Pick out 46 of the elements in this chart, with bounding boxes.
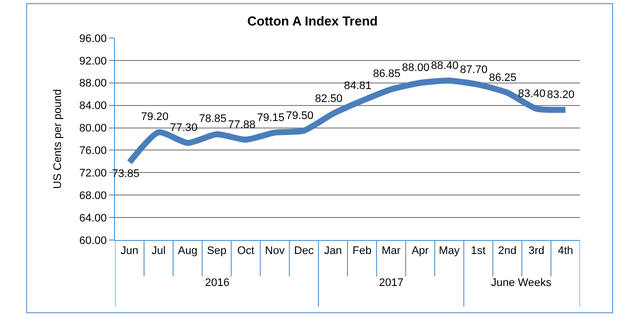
data-label: 88.40 xyxy=(431,60,459,72)
x-tick-label: Jul xyxy=(152,245,166,258)
y-axis-title: US Cents per pound xyxy=(52,89,64,189)
data-label: 83.40 xyxy=(518,88,546,100)
x-tick-label: Jun xyxy=(120,245,138,258)
y-tick-label: 72.00 xyxy=(79,168,107,180)
x-tick-label: Mar xyxy=(382,245,401,258)
data-label: 78.85 xyxy=(199,113,227,125)
data-label: 87.70 xyxy=(460,64,488,76)
x-tick-label: Jan xyxy=(324,245,342,258)
y-tick-label: 76.00 xyxy=(79,145,107,158)
x-tick-label: 2nd xyxy=(498,245,517,258)
data-label: 86.85 xyxy=(373,68,401,80)
x-tick-label: Oct xyxy=(237,245,254,258)
chart-title: Cotton A Index Trend xyxy=(247,13,378,28)
data-label: 77.88 xyxy=(228,119,256,131)
y-tick-label: 92.00 xyxy=(79,55,107,68)
data-label: 79.15 xyxy=(257,112,285,124)
x-tick-label: Nov xyxy=(265,245,286,258)
x-tick-label: 4th xyxy=(558,245,574,258)
data-label: 77.30 xyxy=(170,122,198,134)
y-tick-label: 80.00 xyxy=(79,122,107,135)
x-tick-label: 1st xyxy=(470,245,486,258)
y-tick-label: 64.00 xyxy=(79,212,107,224)
y-tick-label: 88.00 xyxy=(79,78,107,90)
data-label: 86.25 xyxy=(489,72,517,84)
text: 2016 xyxy=(205,277,230,289)
data-label: 79.50 xyxy=(286,110,314,122)
y-tick-label: 84.00 xyxy=(79,100,107,112)
x-tick-label: Sep xyxy=(206,245,227,258)
x-tick-label: Apr xyxy=(412,245,430,258)
text: June Weeks xyxy=(491,277,552,289)
y-tick-label: 68.00 xyxy=(79,190,107,202)
data-label: 79.20 xyxy=(141,111,169,123)
y-tick-label: 60.00 xyxy=(79,234,107,247)
data-label: 88.00 xyxy=(402,62,430,74)
x-tick-label: May xyxy=(438,245,460,258)
data-label: 82.50 xyxy=(315,93,343,105)
x-tick-label: Aug xyxy=(178,245,198,258)
data-label: 84.81 xyxy=(344,80,372,92)
x-tick-label: Feb xyxy=(352,245,372,258)
y-tick-label: 96.00 xyxy=(79,32,107,45)
x-tick-label: 3rd xyxy=(528,245,544,258)
text: 2017 xyxy=(379,277,404,289)
data-label: 83.20 xyxy=(547,89,575,101)
x-tick-label: Dec xyxy=(294,245,314,258)
